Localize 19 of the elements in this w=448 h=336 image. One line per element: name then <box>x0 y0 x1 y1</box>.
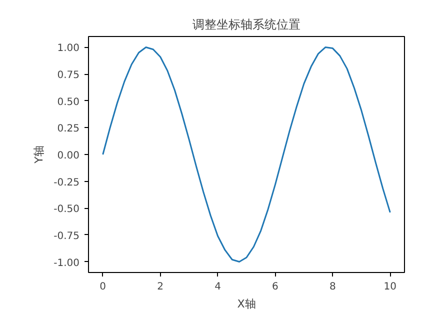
y-axis-title: Y轴 <box>32 146 46 164</box>
x-tick-label: 8 <box>330 282 336 292</box>
y-tick-label: 0.75 <box>57 70 80 82</box>
y-tick-label: 0.00 <box>57 150 80 162</box>
x-tick-label: 4 <box>214 282 221 292</box>
y-tick-label: 1.00 <box>57 43 80 54</box>
y-tick-label: 0.25 <box>57 124 80 135</box>
y-tick-label: -0.50 <box>54 204 80 216</box>
y-tick-label: -1.00 <box>54 258 80 269</box>
chart-title: 调整坐标轴系统位置 <box>192 18 300 32</box>
line-series <box>102 46 391 263</box>
x-axis-title: X轴 <box>237 298 256 310</box>
x-tick-label: 0 <box>100 282 106 292</box>
y-tick-label: 0.50 <box>57 96 80 108</box>
y-tick-label: -0.75 <box>54 230 80 242</box>
y-tick-label: -0.25 <box>54 177 80 188</box>
x-tick-label: 10 <box>384 282 397 292</box>
x-tick-label: 2 <box>157 282 164 292</box>
x-tick-label: 6 <box>272 282 278 292</box>
